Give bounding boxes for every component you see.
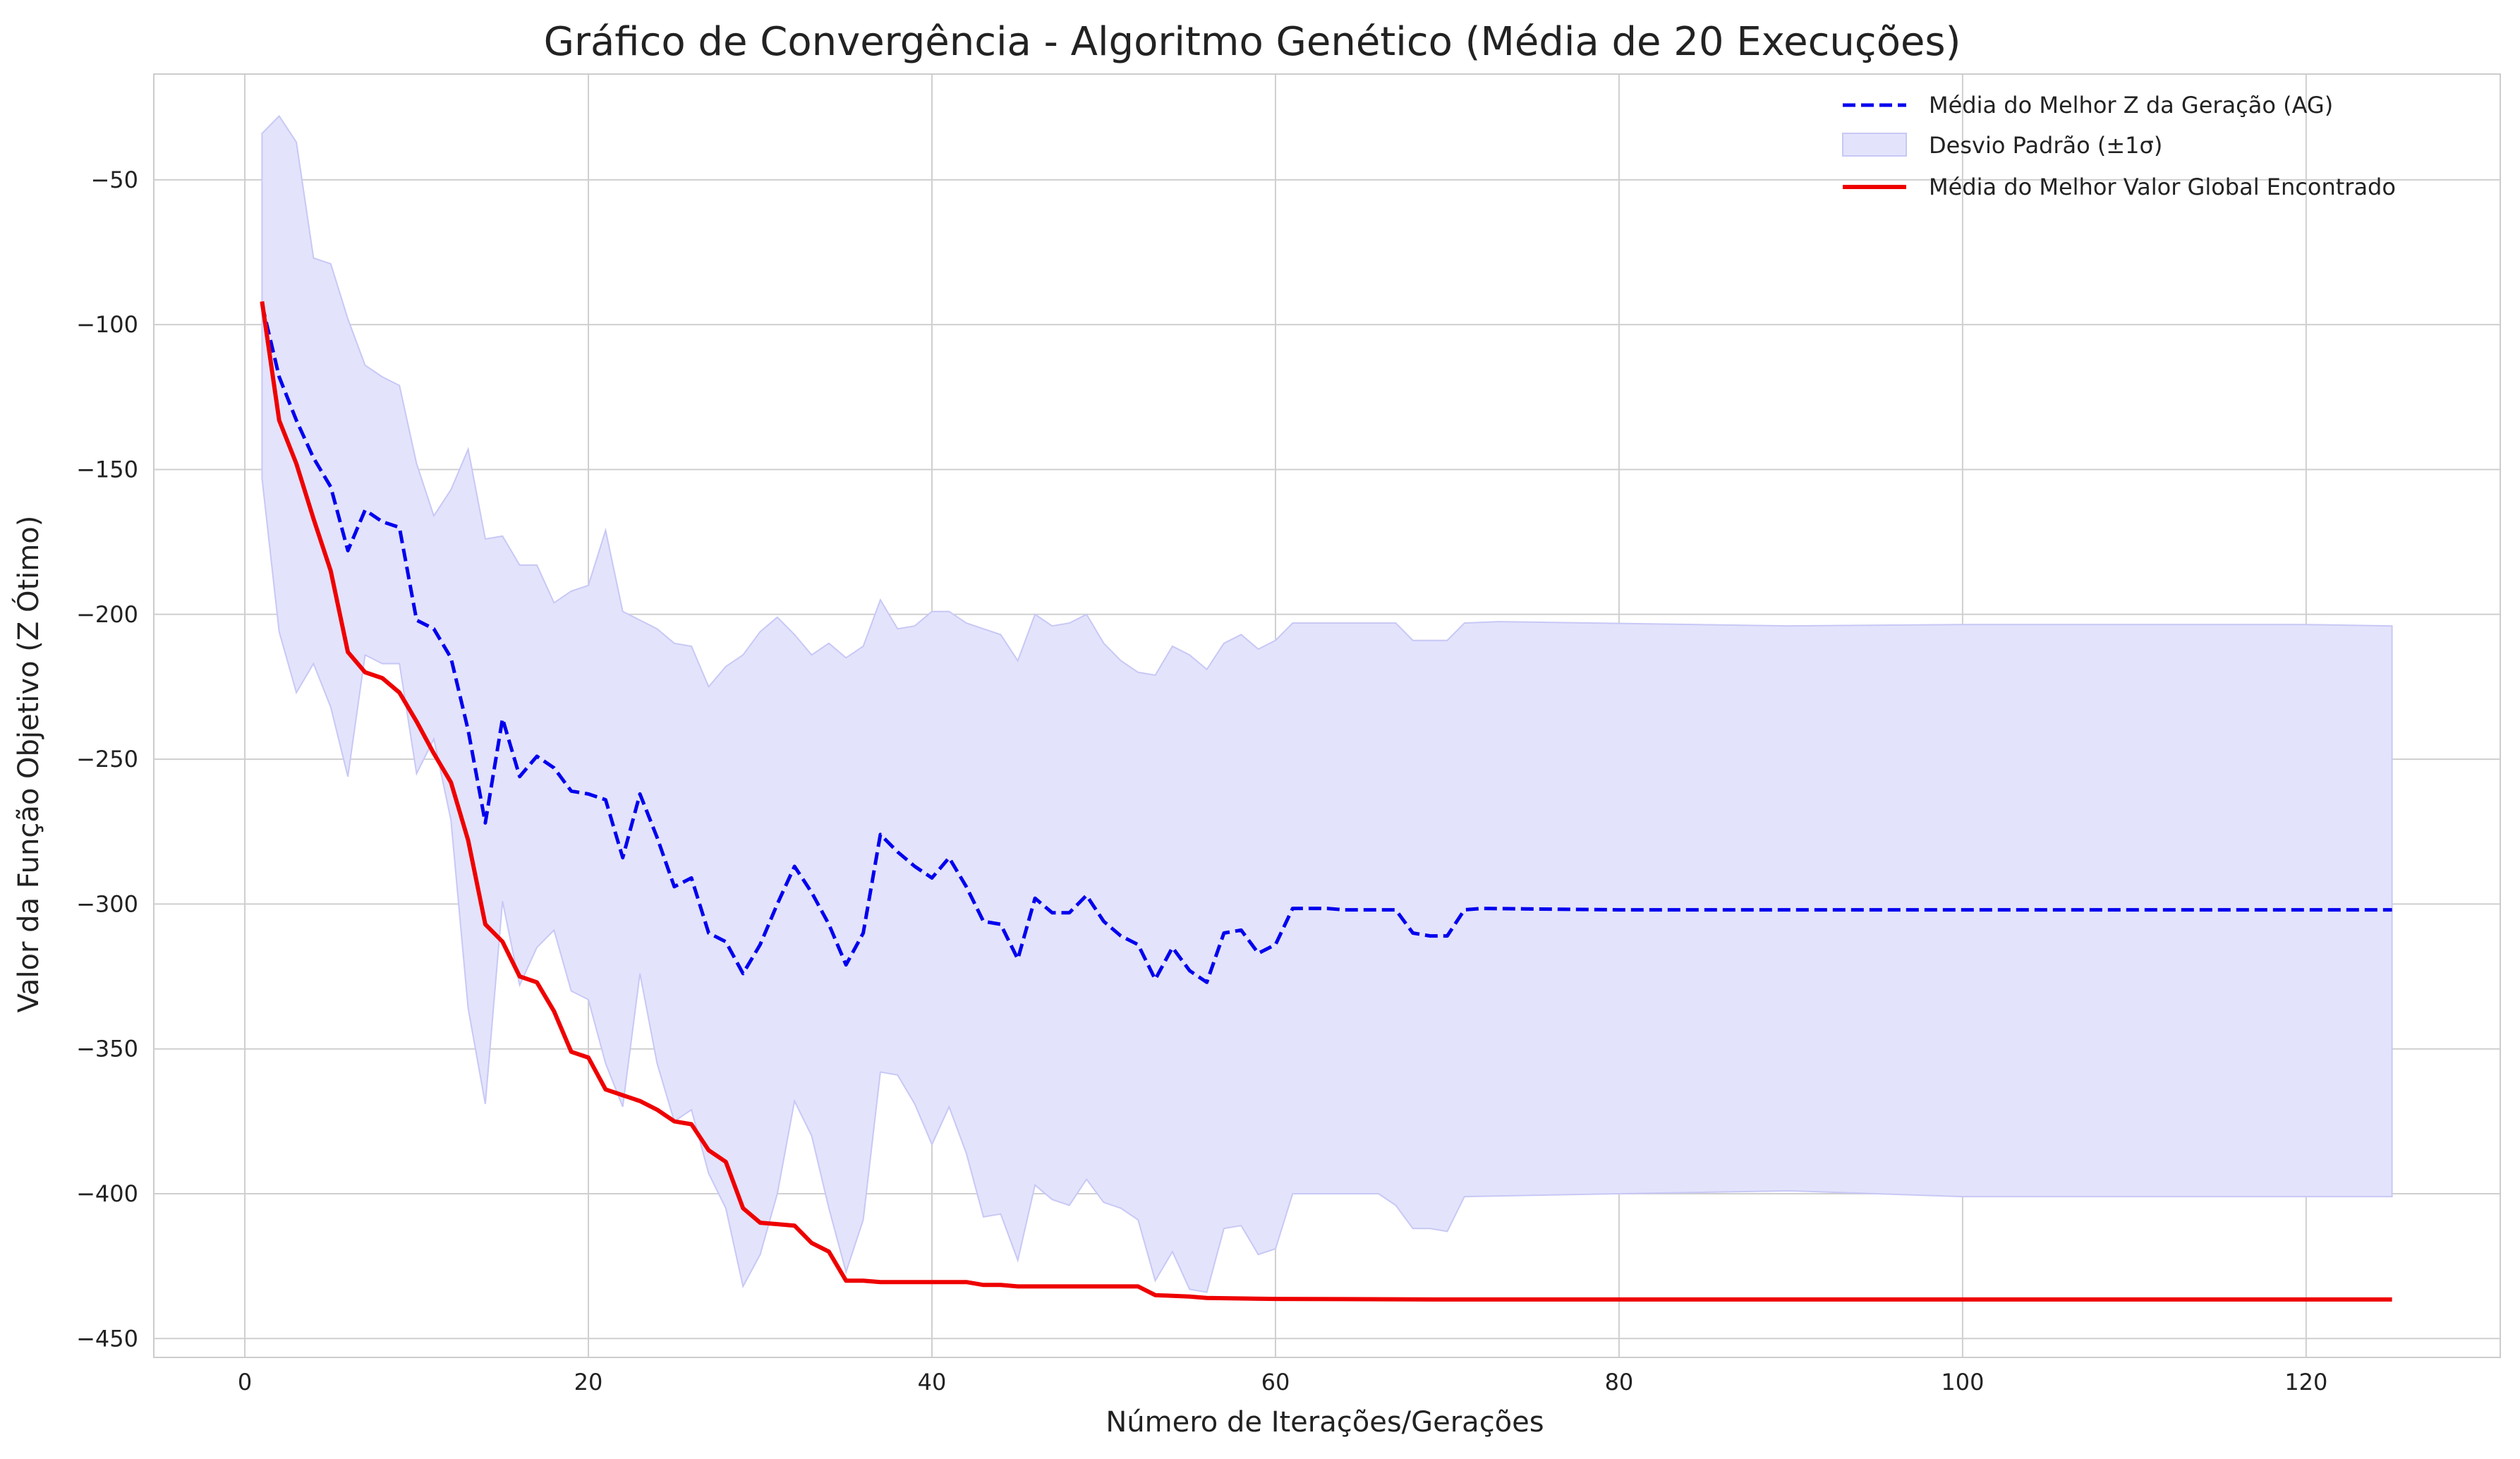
y-tick-label: −200 bbox=[76, 601, 138, 628]
legend-label: Média do Melhor Valor Global Encontrado bbox=[1929, 174, 2396, 200]
legend-swatch-band bbox=[1842, 133, 1907, 157]
axes-frame bbox=[153, 73, 2501, 1358]
global-best-line bbox=[260, 301, 2392, 1302]
x-tick-label: 120 bbox=[2284, 1369, 2327, 1396]
x-axis-label: Número de Iterações/Gerações bbox=[1105, 1406, 1544, 1439]
x-tick-label: 100 bbox=[1941, 1369, 1984, 1396]
y-axis-label: Valor da Função Objetivo (Z Ótimo) bbox=[11, 516, 45, 1013]
mean-best-z-line bbox=[260, 303, 2392, 984]
y-tick-label: −350 bbox=[76, 1036, 138, 1063]
x-tick-label: 0 bbox=[238, 1369, 252, 1396]
y-tick-labels: −50 −100 −150 −200 −250 −300 −350 −400 −450 bbox=[76, 167, 138, 1352]
x-tick-label: 40 bbox=[918, 1369, 947, 1396]
legend-label: Média do Melhor Z da Geração (AG) bbox=[1929, 92, 2333, 119]
series-lines bbox=[260, 301, 2392, 1302]
legend-label: Desvio Padrão (±1σ) bbox=[1929, 132, 2162, 159]
y-tick-label: −100 bbox=[76, 311, 138, 338]
x-tick-labels: 0 20 40 60 80 100 120 bbox=[238, 1369, 2328, 1396]
y-tick-label: −150 bbox=[76, 456, 138, 483]
chart-title: Gráfico de Convergência - Algoritmo Gené… bbox=[544, 19, 1961, 65]
y-tick-label: −250 bbox=[76, 746, 138, 773]
y-tick-label: −400 bbox=[76, 1180, 138, 1207]
x-tick-label: 80 bbox=[1605, 1369, 1634, 1396]
y-tick-label: −300 bbox=[76, 890, 138, 917]
x-tick-label: 60 bbox=[1261, 1369, 1290, 1396]
std-deviation-band bbox=[261, 114, 2393, 1293]
y-tick-label: −50 bbox=[90, 167, 138, 193]
std-band-layer bbox=[261, 114, 2393, 1293]
x-tick-label: 20 bbox=[574, 1369, 603, 1396]
legend: Média do Melhor Z da Geração (AG) Desvio … bbox=[1842, 92, 2396, 200]
y-tick-label: −450 bbox=[76, 1325, 138, 1352]
